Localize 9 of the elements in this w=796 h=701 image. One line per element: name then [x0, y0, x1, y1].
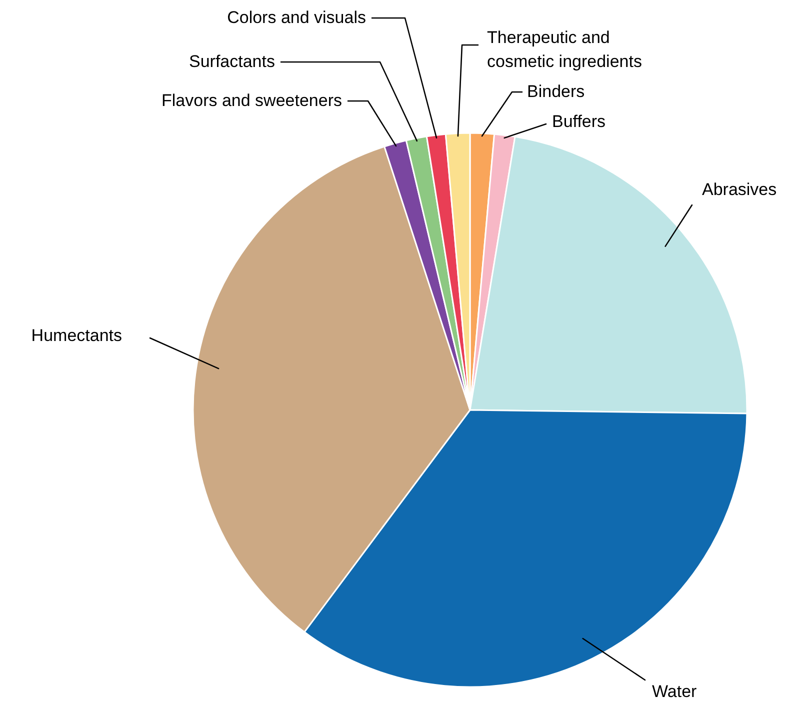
slice-label: Binders: [527, 82, 585, 101]
slice-label: Abrasives: [702, 180, 777, 199]
slice-label: Therapeutic and cosmetic ingredients: [487, 28, 642, 71]
slice-label: Buffers: [552, 112, 606, 131]
slice-label: Water: [652, 682, 698, 701]
slice-label: Humectants: [31, 326, 122, 345]
slice-label: Colors and visuals: [227, 8, 366, 27]
slice-label: Surfactants: [189, 52, 275, 71]
slice-label: Flavors and sweeteners: [162, 91, 342, 110]
